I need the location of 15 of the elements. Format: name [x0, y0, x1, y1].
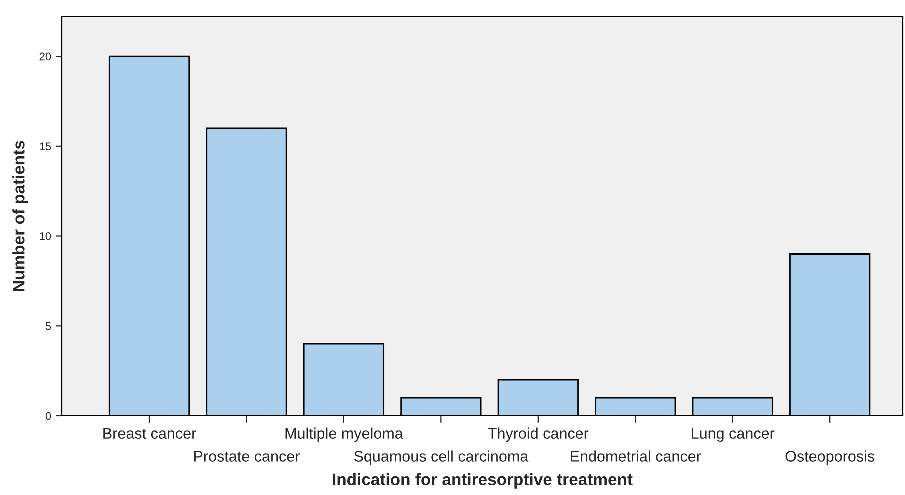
x-tick-label: Osteoporosis — [786, 450, 875, 465]
x-tick-label: Prostate cancer — [194, 451, 300, 462]
x-tick-label: Squamous cell carcinoma — [354, 450, 529, 465]
y-axis-title: Number of patients — [12, 141, 28, 292]
x-tick-label: Multiple myeloma — [286, 428, 404, 442]
x-tick-label: Breast cancer — [104, 428, 196, 440]
y-tick-label: 10 — [40, 232, 52, 240]
y-tick-label: 5 — [46, 322, 52, 330]
x-axis-title: Indication for antiresorptive treatment — [333, 473, 633, 489]
x-tick-label: Thyroid cancer — [488, 428, 589, 442]
y-tick-label: 20 — [40, 52, 52, 61]
x-tick-label: Lung cancer — [692, 428, 775, 442]
y-tick-label: 0 — [46, 412, 52, 420]
x-tick-label: Endometrial cancer — [571, 450, 702, 462]
y-tick-label: 15 — [40, 142, 52, 151]
